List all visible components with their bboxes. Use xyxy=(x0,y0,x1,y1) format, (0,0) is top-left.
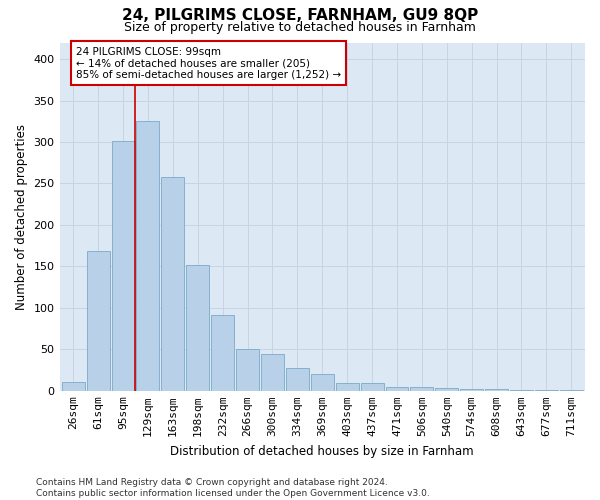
Bar xyxy=(86,252,110,391)
Bar xyxy=(236,350,259,391)
Bar xyxy=(311,374,334,391)
Bar xyxy=(62,382,85,391)
Bar xyxy=(410,386,433,391)
Bar xyxy=(161,177,184,391)
Bar xyxy=(112,141,134,391)
Bar xyxy=(336,382,359,391)
Bar xyxy=(560,390,583,391)
Bar xyxy=(286,368,309,391)
Text: 24, PILGRIMS CLOSE, FARNHAM, GU9 8QP: 24, PILGRIMS CLOSE, FARNHAM, GU9 8QP xyxy=(122,8,478,22)
Bar xyxy=(386,386,409,391)
Bar xyxy=(136,122,160,391)
Bar xyxy=(436,388,458,391)
Text: Size of property relative to detached houses in Farnham: Size of property relative to detached ho… xyxy=(124,21,476,34)
Y-axis label: Number of detached properties: Number of detached properties xyxy=(15,124,28,310)
Bar xyxy=(510,390,533,391)
Bar xyxy=(211,316,234,391)
Bar xyxy=(535,390,558,391)
Text: 24 PILGRIMS CLOSE: 99sqm
← 14% of detached houses are smaller (205)
85% of semi-: 24 PILGRIMS CLOSE: 99sqm ← 14% of detach… xyxy=(76,46,341,80)
Bar xyxy=(361,384,383,391)
Bar xyxy=(485,389,508,391)
Bar xyxy=(460,389,483,391)
Text: Contains HM Land Registry data © Crown copyright and database right 2024.
Contai: Contains HM Land Registry data © Crown c… xyxy=(36,478,430,498)
Bar xyxy=(261,354,284,391)
Bar xyxy=(186,265,209,391)
X-axis label: Distribution of detached houses by size in Farnham: Distribution of detached houses by size … xyxy=(170,444,474,458)
